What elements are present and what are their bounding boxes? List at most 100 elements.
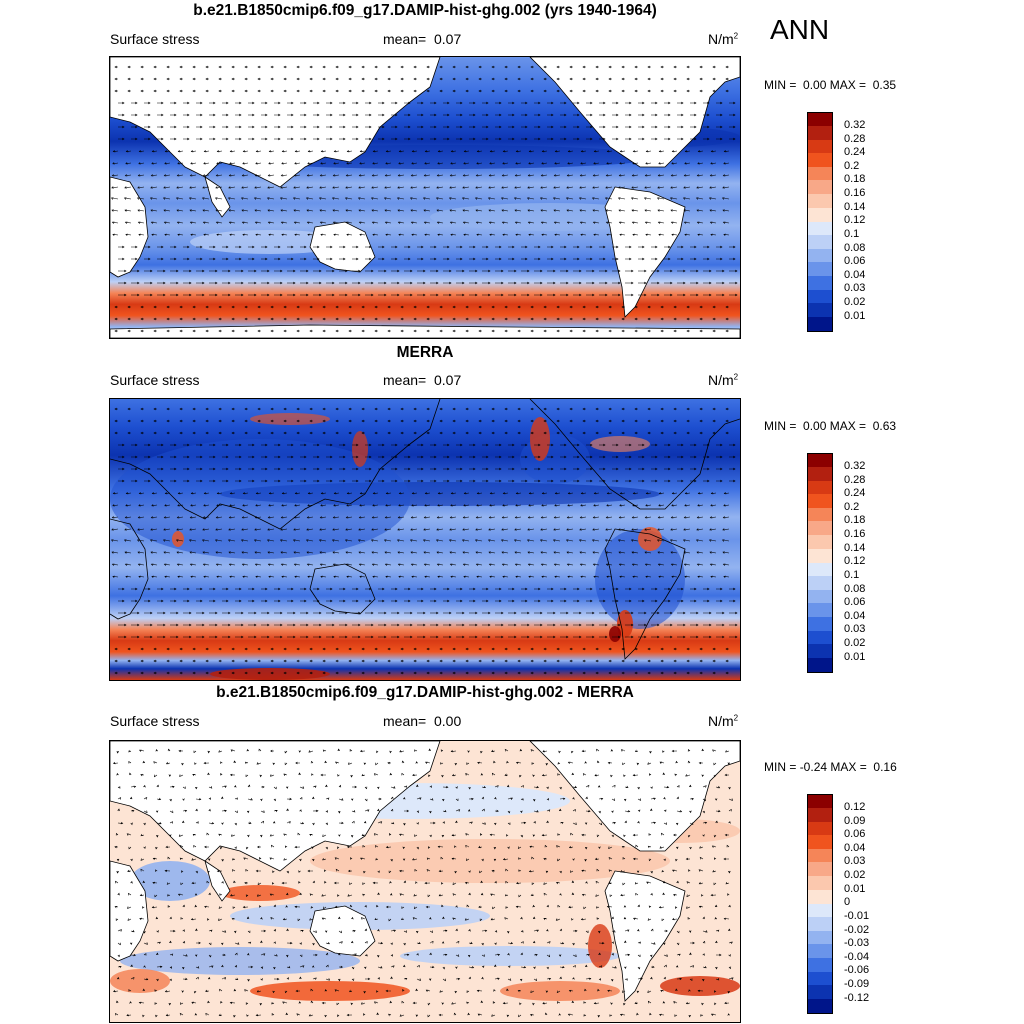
stress-vector (182, 966, 185, 970)
stress-vector (232, 869, 236, 872)
stress-vector (402, 846, 405, 850)
stress-vector (255, 492, 262, 495)
stress-vector (702, 930, 708, 933)
stress-vector (644, 551, 652, 554)
stress-vector (307, 162, 314, 165)
stress-vector (144, 137, 151, 141)
stress-vector (534, 269, 543, 273)
stress-vector (313, 125, 320, 129)
stress-vector (202, 186, 210, 189)
stress-vector (608, 305, 612, 309)
stress-vector (439, 329, 443, 333)
panel1-colorbar (807, 112, 833, 332)
panel3-cb-label: 0 (844, 896, 851, 908)
land-africa (110, 860, 149, 962)
stress-vector (612, 113, 619, 117)
stress-vector (728, 977, 734, 980)
stress-vector (504, 671, 508, 675)
cb-swatch-2 (808, 126, 832, 140)
stress-vector (388, 1013, 392, 1017)
stress-vector (322, 419, 326, 423)
stress-vector (140, 868, 145, 872)
stress-vector (157, 623, 166, 627)
stress-vector (578, 539, 587, 542)
stress-vector (631, 221, 639, 224)
stress-vector (532, 834, 536, 837)
stress-vector (227, 539, 236, 542)
stress-vector (346, 233, 353, 236)
stress-vector (723, 575, 730, 578)
stress-vector (494, 942, 497, 946)
stress-vector (557, 858, 561, 862)
stress-vector (131, 101, 138, 105)
stress-vector (469, 113, 476, 117)
stress-vector (387, 419, 391, 423)
stress-vector (280, 528, 288, 531)
panel3-units-base: N/m (708, 713, 734, 729)
stress-vector (546, 941, 551, 944)
stress-vector (234, 930, 237, 934)
stress-vector (261, 467, 268, 471)
stress-vector (181, 870, 184, 873)
stress-vector (273, 954, 278, 957)
stress-vector (153, 659, 157, 663)
stress-vector (384, 516, 392, 519)
panel3-min-label: MIN = (764, 760, 797, 774)
stress-vector (390, 796, 394, 800)
stress-vector (183, 467, 190, 471)
stress-vector (571, 772, 575, 776)
stress-vector (690, 941, 695, 945)
stress-vector (334, 905, 340, 909)
stress-vector (363, 820, 367, 824)
stress-vector (515, 881, 522, 885)
stress-vector (203, 761, 210, 765)
stress-vector (450, 749, 457, 753)
stress-vector (662, 772, 665, 776)
stress-vector (358, 174, 366, 177)
stress-vector (663, 809, 667, 813)
stress-vector (585, 942, 588, 946)
stress-vector (376, 1012, 379, 1016)
stress-vector (560, 113, 567, 117)
stress-vector (215, 186, 223, 189)
stress-vector (385, 504, 392, 507)
stress-vector (338, 916, 341, 920)
stress-vector (404, 293, 413, 297)
stress-vector (297, 832, 301, 836)
stress-vector (414, 834, 418, 837)
stress-vector (193, 990, 197, 994)
stress-vector (170, 293, 179, 297)
stress-vector (166, 407, 170, 411)
stress-vector (430, 821, 436, 825)
stress-vector (333, 492, 340, 495)
stress-vector (664, 125, 671, 129)
stress-vector (345, 528, 353, 531)
stress-vector (163, 209, 171, 212)
stress-vector (696, 528, 704, 531)
stress-vector (242, 162, 249, 165)
stress-vector (710, 893, 717, 897)
stress-vector (403, 785, 408, 789)
stress-vector (686, 906, 691, 909)
stress-vector (399, 1014, 405, 1017)
stress-vector (163, 551, 171, 554)
stress-vector (449, 563, 457, 566)
stress-vector (677, 281, 686, 285)
stress-vector (209, 125, 216, 129)
stress-vector (233, 880, 236, 884)
stress-vector (372, 492, 379, 495)
stress-vector (194, 1012, 198, 1016)
stress-vector (701, 1002, 704, 1006)
stress-vector (663, 954, 668, 957)
stress-vector (117, 892, 120, 896)
panel3-cb-label: 0.09 (844, 815, 866, 827)
stress-vector (391, 269, 400, 273)
stress-vector (196, 113, 203, 117)
stress-vector (183, 257, 190, 261)
stress-vector (581, 833, 587, 837)
stress-vector (179, 1012, 184, 1016)
stress-vector (586, 587, 593, 591)
panel3-min-value: -0.24 (799, 760, 828, 774)
stress-vector (269, 834, 275, 837)
stress-vector (554, 162, 561, 165)
